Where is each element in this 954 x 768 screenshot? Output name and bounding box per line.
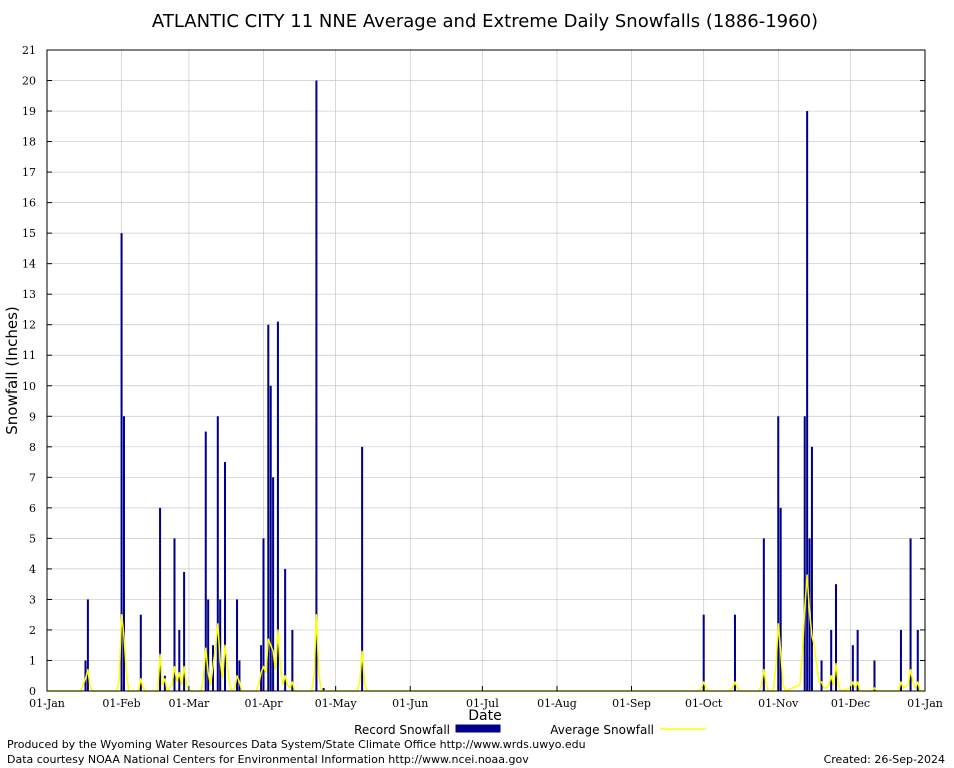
record-snowfall-bar (269, 385, 272, 691)
chart-title: ATLANTIC CITY 11 NNE Average and Extreme… (152, 11, 818, 32)
record-snowfall-bar (803, 416, 806, 691)
x-tick-label: 01-Sep (612, 697, 651, 710)
y-tick-label: 6 (29, 502, 36, 515)
x-tick-label: 01-Jan (29, 697, 65, 710)
x-tick-label: 01-Nov (758, 697, 799, 710)
legend-record-label: Record Snowfall (354, 723, 450, 737)
footer-data-courtesy: Data courtesy NOAA National Centers for … (7, 753, 529, 766)
record-snowfall-bar (159, 507, 162, 691)
record-snowfall-bar (909, 538, 912, 691)
y-tick-label: 17 (22, 166, 36, 179)
record-snowfall-bar (139, 614, 142, 691)
record-snowfall-bar (224, 462, 227, 691)
plot-frame (46, 49, 926, 692)
record-snowfall-bar (260, 645, 263, 691)
y-tick-label: 14 (22, 258, 36, 271)
average-snowfall-line-group (47, 574, 925, 692)
record-snowfall-bar (238, 660, 241, 691)
x-axis-ticks: 01-Jan 01-Feb 01-Mar 01-Apr 01-May 01-Jun 01-J… (29, 686, 943, 710)
legend-average-label: Average Snowfall (550, 723, 654, 737)
record-snowfall-bar (777, 416, 780, 691)
record-snowfall-bar (173, 538, 176, 691)
y-tick-label: 18 (22, 136, 36, 149)
record-snowfall-bar (163, 675, 166, 691)
y-tick-label: 19 (22, 105, 36, 118)
y-tick-label: 2 (29, 624, 36, 637)
record-snowfall-bar (122, 416, 125, 691)
record-snowfall-bar (322, 687, 325, 691)
x-axis-label: Date (468, 708, 501, 724)
record-snowfall-bar (830, 629, 833, 691)
record-snowfall-bar (276, 321, 279, 691)
record-snowfall-bar (361, 446, 364, 691)
record-snowfall-bar (207, 599, 210, 691)
y-axis-label: Snowfall (Inches) (3, 306, 21, 434)
x-tick-label: 01-Aug (537, 697, 577, 710)
y-tick-label: 10 (22, 380, 36, 393)
y-tick-label: 13 (22, 288, 36, 301)
record-snowfall-bar (916, 629, 919, 691)
record-snowfall-bar (272, 477, 275, 691)
record-snowfall-bar (873, 660, 876, 691)
y-tick-label: 9 (29, 410, 36, 423)
average-snowfall-line (47, 574, 925, 692)
record-snowfall-bar (216, 416, 219, 691)
x-tick-label: 01-Dec (831, 697, 870, 710)
footer-created-date: Created: 26-Sep-2024 (823, 753, 945, 766)
y-tick-label: 20 (22, 75, 36, 88)
record-snowfall-bar (219, 599, 222, 691)
x-tick-label: 01-Jan (907, 697, 943, 710)
record-snowfall-bar (267, 324, 270, 691)
y-tick-label: 3 (29, 593, 36, 606)
record-snowfall-bar (806, 111, 809, 692)
record-snowfall-bar (284, 568, 287, 691)
record-snowfall-bars (84, 80, 919, 692)
record-snowfall-bar (810, 446, 813, 691)
record-snowfall-bar (291, 629, 294, 691)
footer-produced-by: Produced by the Wyoming Water Resources … (7, 738, 586, 751)
legend-record-swatch (455, 724, 501, 733)
record-snowfall-bar (899, 629, 902, 691)
legend: Record Snowfall Average Snowfall (354, 723, 706, 737)
record-snowfall-bar (820, 660, 823, 691)
y-tick-label: 15 (22, 227, 36, 240)
y-tick-label: 16 (22, 197, 36, 210)
record-snowfall-bar (856, 629, 859, 691)
record-snowfall-bar (834, 584, 838, 691)
y-tick-label: 4 (29, 563, 36, 576)
y-tick-label: 8 (29, 441, 36, 454)
y-tick-label: 11 (22, 349, 36, 362)
record-snowfall-bar (120, 233, 123, 691)
grid-lines (47, 50, 925, 691)
y-tick-label: 7 (29, 471, 36, 484)
y-tick-label: 21 (22, 44, 36, 57)
record-snowfall-bar (262, 538, 265, 691)
record-snowfall-bar (779, 507, 782, 691)
record-snowfall-bar (702, 614, 705, 691)
record-snowfall-bar (183, 571, 186, 691)
record-snowfall-bar (204, 431, 207, 691)
x-tick-label: 01-May (315, 697, 358, 710)
record-snowfall-bar (733, 614, 736, 691)
record-snowfall-bar (762, 538, 765, 691)
y-tick-label: 0 (29, 685, 36, 698)
x-tick-label: 01-Jun (392, 697, 428, 710)
record-snowfall-bar (86, 599, 89, 691)
record-snowfall-bar (315, 80, 318, 691)
x-tick-label: 01-Apr (245, 697, 284, 710)
record-snowfall-bar (236, 599, 239, 691)
record-snowfall-bar (178, 629, 181, 691)
y-tick-label: 1 (29, 654, 36, 667)
y-tick-label: 12 (22, 319, 36, 332)
y-tick-label: 5 (29, 532, 36, 545)
record-snowfall-bar (851, 645, 854, 691)
x-tick-label: 01-Feb (102, 697, 140, 710)
x-tick-label: 01-Oct (685, 697, 723, 710)
x-tick-label: 01-Mar (169, 697, 211, 710)
x-tick-label: 01-Jul (466, 697, 499, 710)
record-snowfall-bar (84, 660, 87, 691)
